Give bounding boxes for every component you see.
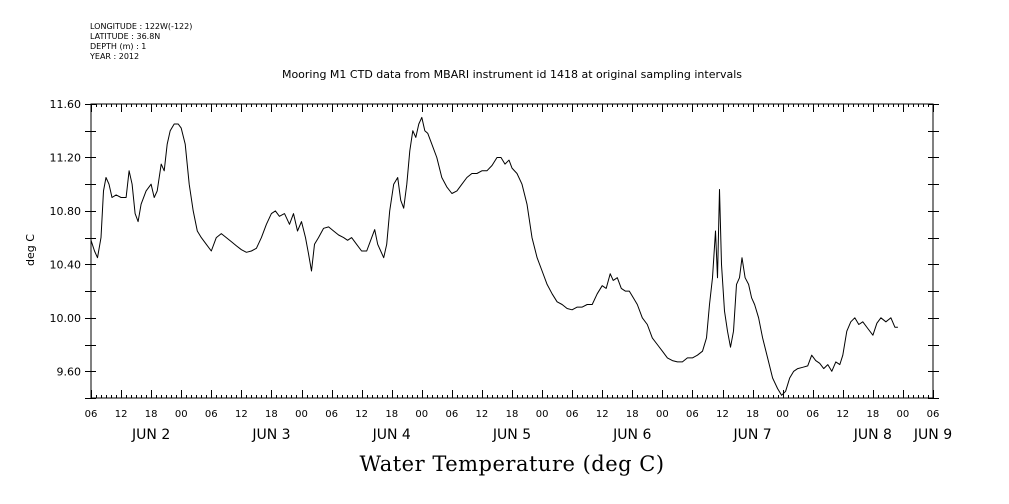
x-minor-ticks xyxy=(91,104,934,398)
x-hour-label: 18 xyxy=(506,409,519,420)
latitude-label: LATITUDE : 36.8N xyxy=(90,32,161,41)
x-day-label: JUN 3 xyxy=(251,427,290,443)
x-day-label: JUN 2 xyxy=(131,427,170,443)
chart-title: Mooring M1 CTD data from MBARI instrumen… xyxy=(281,68,743,81)
x-hour-label: 06 xyxy=(686,409,699,420)
x-hour-label: 00 xyxy=(295,409,308,420)
x-hour-label: 06 xyxy=(325,409,338,420)
x-hour-label: 12 xyxy=(836,409,849,420)
x-hour-label: 18 xyxy=(385,409,398,420)
x-hour-label: 00 xyxy=(656,409,669,420)
y-tick-label: 10.00 xyxy=(50,312,82,325)
x-hour-label: 06 xyxy=(445,409,458,420)
x-day-label: JUN 5 xyxy=(492,427,531,443)
x-hour-label: 18 xyxy=(626,409,639,420)
x-day-label: JUN 7 xyxy=(732,427,771,443)
plot-frame xyxy=(90,103,934,399)
x-hour-label: 06 xyxy=(806,409,819,420)
x-hour-label: 12 xyxy=(476,409,489,420)
x-hour-label: 12 xyxy=(596,409,609,420)
x-hour-label: 18 xyxy=(265,409,278,420)
y-ticks xyxy=(85,104,939,399)
x-hour-label: 12 xyxy=(115,409,128,420)
y-tick-label: 9.60 xyxy=(57,365,82,378)
x-hour-label: 06 xyxy=(566,409,579,420)
x-hour-label: 00 xyxy=(897,409,910,420)
metadata-block: LONGITUDE : 122W(-122) LATITUDE : 36.8N … xyxy=(90,22,192,62)
x-axis-label: Water Temperature (deg C) xyxy=(359,452,665,476)
x-hour-label: 00 xyxy=(776,409,789,420)
y-tick-label: 11.60 xyxy=(50,98,82,111)
x-hour-label: 00 xyxy=(536,409,549,420)
x-hour-label: 12 xyxy=(716,409,729,420)
x-hour-label: 00 xyxy=(415,409,428,420)
x-hour-label: 00 xyxy=(175,409,188,420)
y-axis-label: deg C xyxy=(24,234,37,266)
y-tick-label: 10.80 xyxy=(50,205,82,218)
x-hour-label: 06 xyxy=(927,409,940,420)
y-tick-label: 11.20 xyxy=(50,151,82,164)
depth-label: DEPTH (m) : 1 xyxy=(90,42,147,51)
x-day-label: JUN 4 xyxy=(372,427,411,443)
x-hour-label: 18 xyxy=(746,409,759,420)
x-hour-label: 18 xyxy=(145,409,158,420)
x-hour-label: 06 xyxy=(205,409,218,420)
x-day-label: JUN 8 xyxy=(853,427,892,443)
x-hour-label: 12 xyxy=(355,409,368,420)
x-hour-label: 18 xyxy=(866,409,879,420)
longitude-label: LONGITUDE : 122W(-122) xyxy=(90,22,193,31)
y-tick-label: 10.40 xyxy=(50,258,82,271)
year-label: YEAR : 2012 xyxy=(90,52,140,61)
x-major-ticks xyxy=(91,104,934,398)
x-day-label: JUN 6 xyxy=(612,427,651,443)
x-hour-label: 06 xyxy=(85,409,98,420)
x-day-label: JUN 9 xyxy=(913,427,952,443)
x-hour-label: 12 xyxy=(235,409,248,420)
temperature-series-line xyxy=(90,116,898,396)
